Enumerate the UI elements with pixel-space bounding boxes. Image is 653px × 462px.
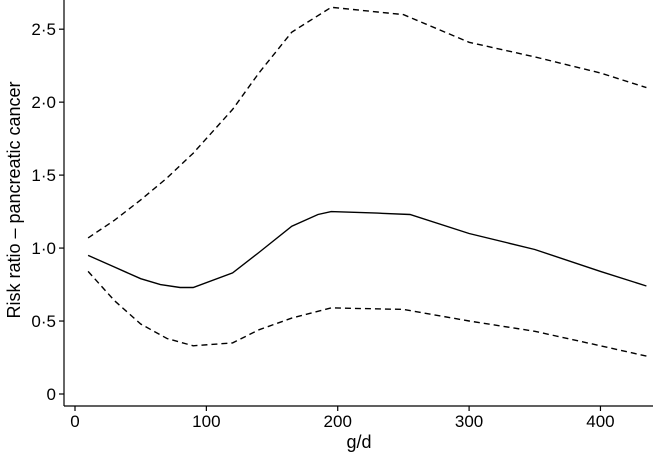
estimate-line (88, 212, 646, 288)
plot-area: 0 0·5 1·0 1·5 2·0 2·5 0 100 200 300 400 (31, 0, 653, 431)
y-tick-label: 1·0 (31, 239, 56, 258)
lower-ci-line (88, 271, 646, 356)
x-tick-label: 100 (192, 412, 220, 431)
x-axis-title: g/d (346, 432, 371, 452)
x-tick-label: 400 (586, 412, 614, 431)
y-tick-label: 2·5 (31, 20, 56, 39)
y-tick-label: 0 (47, 385, 56, 404)
x-tick-label: 0 (70, 412, 79, 431)
y-tick-label: 1·5 (31, 166, 56, 185)
y-tick-label: 0·5 (31, 312, 56, 331)
upper-ci-line (88, 7, 646, 238)
y-tick-label: 2·0 (31, 93, 56, 112)
y-axis-title: Risk ratio – pancreatic cancer (4, 81, 24, 318)
x-tick-label: 300 (455, 412, 483, 431)
x-tick-label: 200 (324, 412, 352, 431)
